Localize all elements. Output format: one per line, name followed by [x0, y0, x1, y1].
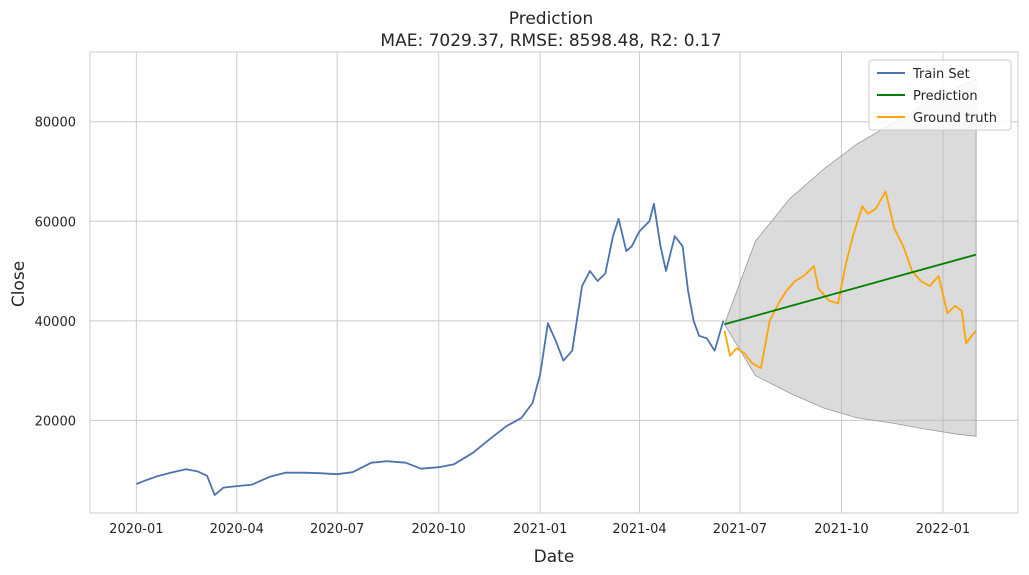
- chart-subtitle: MAE: 7029.37, RMSE: 8598.48, R2: 0.17: [380, 31, 721, 51]
- legend: Train Set Prediction Ground truth: [868, 59, 1012, 131]
- x-axis-label: Date: [534, 547, 575, 567]
- x-tick-label: 2021-04: [612, 522, 666, 537]
- x-tick-label: 2020-10: [412, 522, 466, 537]
- x-tick-label: 2020-04: [210, 522, 264, 537]
- x-tick-label: 2021-07: [713, 522, 767, 537]
- y-axis-label: Close: [9, 261, 29, 307]
- series-line-ground-truth: [723, 190, 977, 370]
- plot-area: [89, 51, 1019, 514]
- tick-labels: 2020-01 2020-04 2020-07 2020-10 2021-01 2021-…: [35, 116, 970, 537]
- legend-label-ground-truth: Ground truth: [913, 111, 997, 126]
- x-tick-label: 2020-01: [109, 522, 163, 537]
- confidence-band-layer: [724, 78, 977, 437]
- x-tick-label: 2021-10: [814, 522, 868, 537]
- x-tick-label: 2021-01: [513, 522, 567, 537]
- series-layer: [135, 190, 977, 497]
- y-tick-label: 80000: [35, 116, 76, 131]
- x-tick-label: 2020-07: [310, 522, 364, 537]
- legend-box: [868, 59, 1012, 131]
- y-tick-label: 20000: [35, 414, 76, 429]
- series-line-prediction: [724, 253, 977, 326]
- y-tick-label: 60000: [35, 215, 76, 230]
- y-tick-label: 40000: [35, 315, 76, 330]
- series-line-train-set: [135, 202, 725, 497]
- confidence-band: [724, 78, 977, 437]
- x-tick-label: 2022-01: [916, 522, 970, 537]
- legend-label-train: Train Set: [912, 67, 970, 82]
- legend-label-prediction: Prediction: [913, 89, 978, 104]
- chart-title: Prediction: [509, 9, 593, 29]
